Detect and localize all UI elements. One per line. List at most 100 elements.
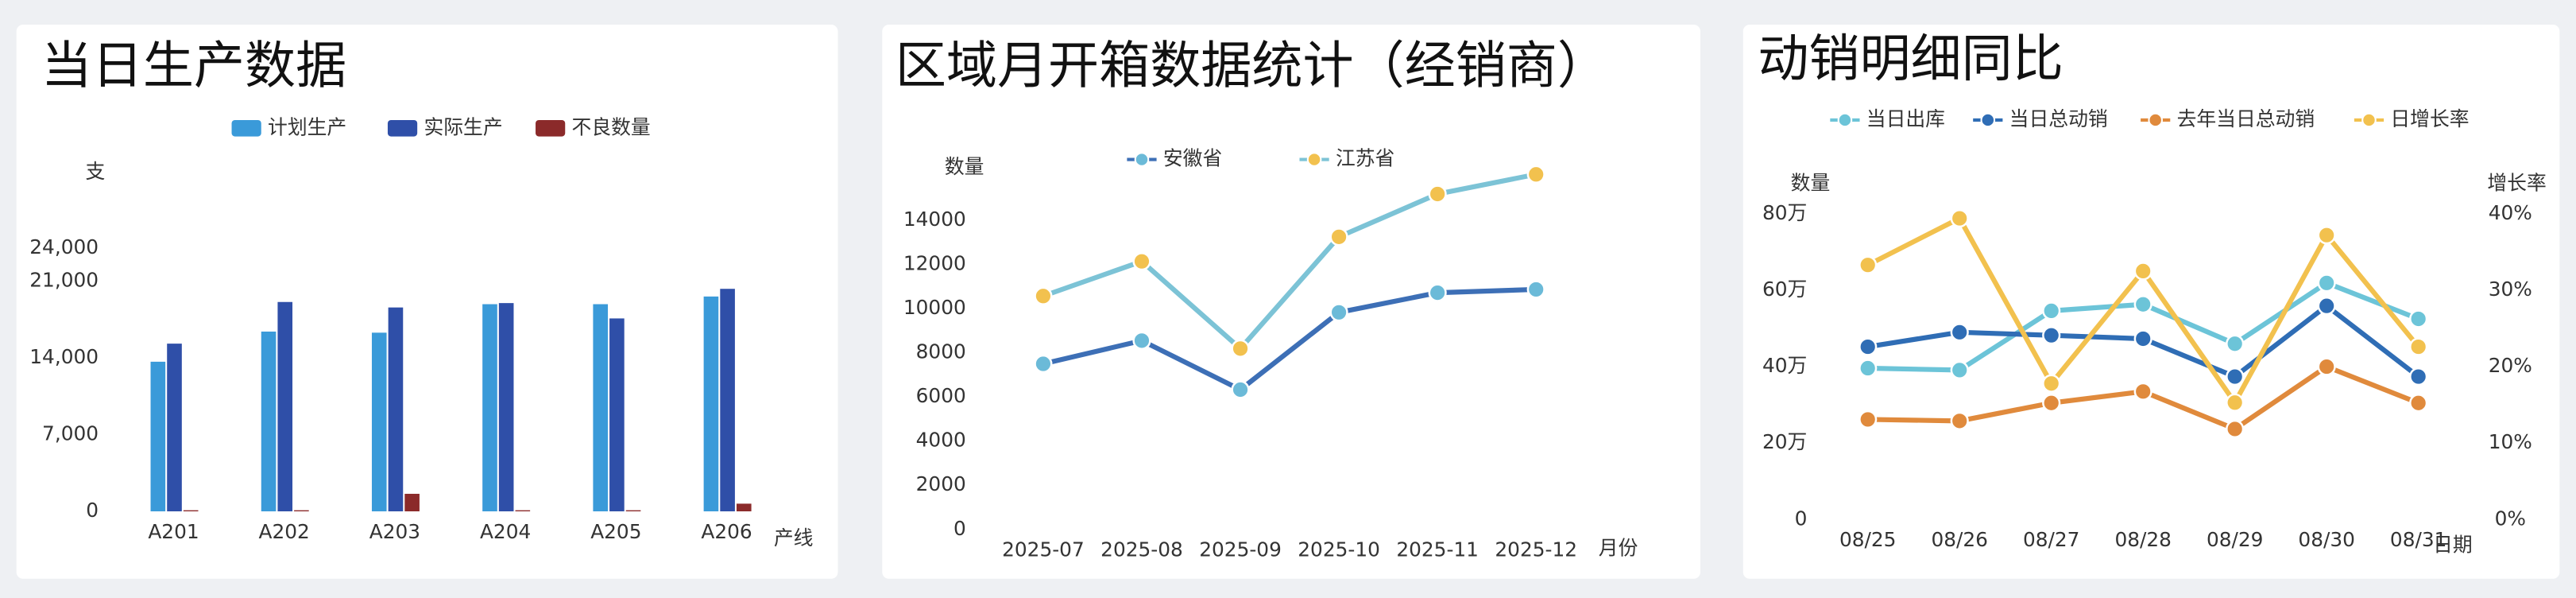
series-marker <box>2226 419 2245 439</box>
y-tick-label: 60万 <box>1762 278 1807 301</box>
bar <box>261 331 277 512</box>
x-tick-label: A201 <box>148 520 199 543</box>
x-tick-label: 2025-08 <box>1100 538 1183 561</box>
bar <box>720 289 735 512</box>
panel <box>882 25 1700 579</box>
legend-marker <box>1134 152 1150 167</box>
y-axis-label: 数量 <box>945 155 984 178</box>
legend-label: 江苏省 <box>1336 147 1394 170</box>
series-marker <box>2409 337 2428 356</box>
legend-marker <box>2148 112 2163 128</box>
series-marker <box>1950 411 1969 430</box>
y2-axis-label: 增长率 <box>2487 172 2546 195</box>
series-marker <box>1034 354 1053 374</box>
x-axis-label: 月份 <box>1599 537 1638 560</box>
bar <box>482 304 497 512</box>
legend-label: 当日出库 <box>1866 107 1945 130</box>
y-unit: 支 <box>86 160 106 183</box>
y2-tick-label: 0% <box>2495 507 2526 530</box>
series-marker <box>1859 337 1878 356</box>
series-marker <box>1950 323 1969 342</box>
x-tick-label: 2025-11 <box>1396 538 1479 561</box>
x-tick-label: 2025-10 <box>1298 538 1380 561</box>
bar <box>404 493 420 512</box>
series-marker <box>2042 374 2061 393</box>
legend-label: 当日总动销 <box>2009 107 2108 130</box>
legend-marker <box>1837 112 1853 128</box>
series-marker <box>1428 283 1447 302</box>
y-tick-label: 0 <box>86 499 99 522</box>
legend-label: 不良数量 <box>572 115 651 138</box>
series-marker <box>1329 303 1348 322</box>
series-marker <box>2226 367 2245 386</box>
chart-title: 区域月开箱数据统计（经销商） <box>895 37 1608 95</box>
legend-label: 去年当日总动销 <box>2177 107 2315 130</box>
x-tick-label: A205 <box>590 520 641 543</box>
y-axis-label: 数量 <box>1791 172 1831 195</box>
x-tick-label: 2025-09 <box>1199 538 1282 561</box>
series-marker <box>2133 262 2152 281</box>
series-marker <box>1526 165 1545 184</box>
series-marker <box>1526 280 1545 299</box>
series-marker <box>2042 326 2061 345</box>
x-axis-label: 产线 <box>774 526 814 549</box>
y-tick-label: 2000 <box>916 472 966 495</box>
series-marker <box>2409 367 2428 386</box>
chart-title: 当日生产数据 <box>41 37 346 95</box>
y-tick-label: 24,000 <box>29 235 99 258</box>
series-marker <box>2317 297 2336 316</box>
x-tick-label: 08/28 <box>2114 528 2171 551</box>
series-marker <box>2042 394 2061 413</box>
y2-tick-label: 20% <box>2489 354 2532 377</box>
series-marker <box>2317 226 2336 245</box>
y-tick-label: 80万 <box>1762 201 1807 224</box>
y-tick-label: 4000 <box>916 429 966 452</box>
legend-label: 日增长率 <box>2390 107 2469 130</box>
bar <box>277 301 293 512</box>
y-tick-label: 8000 <box>916 340 966 363</box>
bar <box>593 304 609 512</box>
series-marker <box>1859 410 1878 429</box>
bar <box>167 344 182 512</box>
series-marker <box>1329 227 1348 247</box>
series-line <box>1042 286 1537 393</box>
legend-label: 计划生产 <box>268 115 346 138</box>
y-tick-label: 14000 <box>903 208 966 231</box>
x-axis-label: 日期 <box>2433 533 2473 556</box>
series-marker <box>2042 301 2061 320</box>
x-tick-label: 08/29 <box>2207 528 2263 551</box>
chart-title: 动销明细同比 <box>1758 30 2063 89</box>
y-tick-label: 14,000 <box>29 345 99 368</box>
bar <box>609 318 625 512</box>
series-marker <box>2226 334 2245 353</box>
legend-marker <box>1980 112 1996 128</box>
legend-swatch <box>536 119 566 137</box>
bar <box>498 303 514 512</box>
x-tick-label: 08/30 <box>2298 528 2354 551</box>
x-tick-label: A202 <box>259 520 310 543</box>
series-line <box>1042 172 1537 351</box>
legend-marker <box>2361 112 2377 128</box>
y-tick-label: 0 <box>953 517 966 540</box>
y-tick-label: 40万 <box>1762 354 1807 377</box>
y-tick-label: 12000 <box>903 252 966 275</box>
x-tick-label: 08/25 <box>1839 528 1896 551</box>
y-tick-label: 20万 <box>1762 430 1807 453</box>
legend-swatch <box>387 119 418 137</box>
x-tick-label: A204 <box>480 520 531 543</box>
y-tick-label: 0 <box>1795 507 1808 530</box>
y2-tick-label: 40% <box>2489 201 2532 224</box>
bar <box>736 503 752 512</box>
y-tick-label: 21,000 <box>29 269 99 292</box>
series-marker <box>1231 380 1250 399</box>
x-tick-label: A203 <box>369 520 420 543</box>
y2-tick-label: 30% <box>2489 278 2532 301</box>
series-marker <box>1034 286 1053 305</box>
x-tick-label: 08/27 <box>2023 528 2079 551</box>
series-marker <box>2317 274 2336 293</box>
panel <box>16 25 838 579</box>
series-marker <box>2133 295 2152 314</box>
series-marker <box>2133 382 2152 401</box>
series-marker <box>2226 393 2245 412</box>
